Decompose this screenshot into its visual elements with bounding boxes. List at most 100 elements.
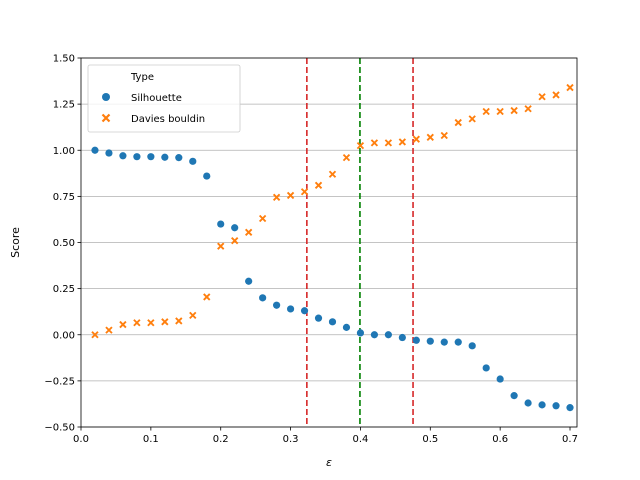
x-tick-label: 0.3 <box>283 434 299 445</box>
y-tick-label: 1.00 <box>53 146 75 157</box>
davies-bouldin-point <box>356 141 365 150</box>
y-tick-label: −0.25 <box>44 376 75 387</box>
silhouette-point <box>91 146 99 154</box>
davies-bouldin-point <box>147 319 155 327</box>
silhouette-point <box>356 329 365 337</box>
davies-bouldin-point <box>203 293 211 301</box>
davies-bouldin-point <box>119 320 127 329</box>
silhouette-point <box>300 307 309 315</box>
silhouette-point <box>203 172 211 180</box>
silhouette-point <box>286 305 295 313</box>
silhouette-point <box>217 220 225 228</box>
data-series <box>91 83 574 412</box>
series-davies-bouldin <box>91 83 574 339</box>
davies-bouldin-point <box>328 170 337 178</box>
davies-bouldin-point <box>300 188 309 196</box>
legend-marker-davies-bouldin <box>101 113 111 123</box>
silhouette-point <box>524 399 532 407</box>
davies-bouldin-point <box>272 193 281 201</box>
silhouette-point <box>273 301 281 309</box>
davies-bouldin-point <box>398 138 407 146</box>
silhouette-point <box>175 154 183 162</box>
y-axis-label: Score <box>9 227 22 258</box>
series-silhouette <box>91 146 574 412</box>
y-tick-label: 1.50 <box>53 54 75 65</box>
y-tick-label: 0.50 <box>53 238 75 249</box>
x-tick-label: 0.6 <box>492 434 508 445</box>
davies-bouldin-point <box>454 118 462 127</box>
silhouette-point <box>328 318 337 326</box>
legend-label-davies-bouldin: Davies bouldin <box>131 114 205 125</box>
y-tick-label: 0.25 <box>53 284 75 295</box>
davies-bouldin-point <box>258 214 267 223</box>
davies-bouldin-point <box>524 105 532 113</box>
x-axis-ticks: 0.0 0.1 0.2 0.3 0.4 0.5 0.6 0.7 <box>73 427 578 445</box>
davies-bouldin-point <box>175 317 183 325</box>
y-tick-label: 1.25 <box>53 100 75 111</box>
davies-bouldin-point <box>217 242 225 250</box>
legend-marker-silhouette <box>102 93 110 101</box>
legend-label-silhouette: Silhouette <box>131 93 182 104</box>
silhouette-point <box>133 153 141 161</box>
silhouette-point <box>538 401 546 409</box>
x-tick-label: 0.5 <box>422 434 438 445</box>
silhouette-point <box>426 337 434 345</box>
davies-bouldin-point <box>231 236 239 245</box>
davies-bouldin-point <box>468 115 476 123</box>
silhouette-point <box>552 402 560 410</box>
silhouette-point <box>259 294 267 302</box>
silhouette-point <box>412 336 420 344</box>
legend: Type Silhouette Davies bouldin <box>87 64 241 133</box>
davies-bouldin-point <box>566 83 574 92</box>
silhouette-point <box>468 342 476 350</box>
davies-bouldin-point <box>426 133 434 142</box>
davies-bouldin-point <box>286 191 295 200</box>
threshold-lines <box>306 58 414 427</box>
silhouette-point <box>189 157 197 165</box>
davies-bouldin-point <box>538 93 546 101</box>
silhouette-point <box>510 392 518 400</box>
davies-bouldin-point <box>91 331 99 339</box>
davies-bouldin-point <box>189 311 197 320</box>
davies-bouldin-point <box>105 326 113 334</box>
silhouette-point <box>105 149 113 157</box>
silhouette-point <box>161 153 169 161</box>
davies-bouldin-point <box>370 139 379 147</box>
y-tick-label: 0.75 <box>53 192 75 203</box>
silhouette-point <box>496 375 504 383</box>
legend-box <box>87 64 241 133</box>
silhouette-point <box>231 224 239 232</box>
x-axis-label: ε <box>326 456 332 469</box>
y-tick-label: 0.00 <box>53 330 75 341</box>
y-tick-label: −0.50 <box>44 423 75 434</box>
davies-bouldin-point <box>552 91 560 99</box>
silhouette-point <box>384 331 392 339</box>
x-tick-label: 0.0 <box>73 434 89 445</box>
davies-bouldin-point <box>412 135 420 143</box>
silhouette-point <box>314 314 323 322</box>
x-tick-label: 0.7 <box>562 434 578 445</box>
silhouette-point <box>440 338 448 346</box>
legend-title: Type <box>130 72 154 83</box>
y-axis-ticks: −0.50 −0.25 0.00 0.25 0.50 0.75 1.00 1.25 1.50 <box>44 54 81 434</box>
davies-bouldin-point <box>440 131 448 140</box>
silhouette-point <box>245 277 253 285</box>
silhouette-point <box>454 338 462 346</box>
silhouette-point <box>119 152 127 160</box>
silhouette-point <box>398 333 406 342</box>
davies-bouldin-point <box>496 107 504 116</box>
silhouette-point <box>566 404 574 412</box>
silhouette-point <box>147 153 155 161</box>
davies-bouldin-point <box>314 181 323 189</box>
davies-bouldin-point <box>161 318 169 326</box>
davies-bouldin-point <box>342 153 351 162</box>
davies-bouldin-point <box>133 319 141 327</box>
davies-bouldin-point <box>510 106 518 115</box>
silhouette-point <box>342 323 351 331</box>
davies-bouldin-point <box>244 228 253 237</box>
davies-bouldin-point <box>384 139 393 147</box>
silhouette-point <box>482 364 490 372</box>
x-tick-label: 0.1 <box>143 434 159 445</box>
davies-bouldin-point <box>482 107 490 116</box>
